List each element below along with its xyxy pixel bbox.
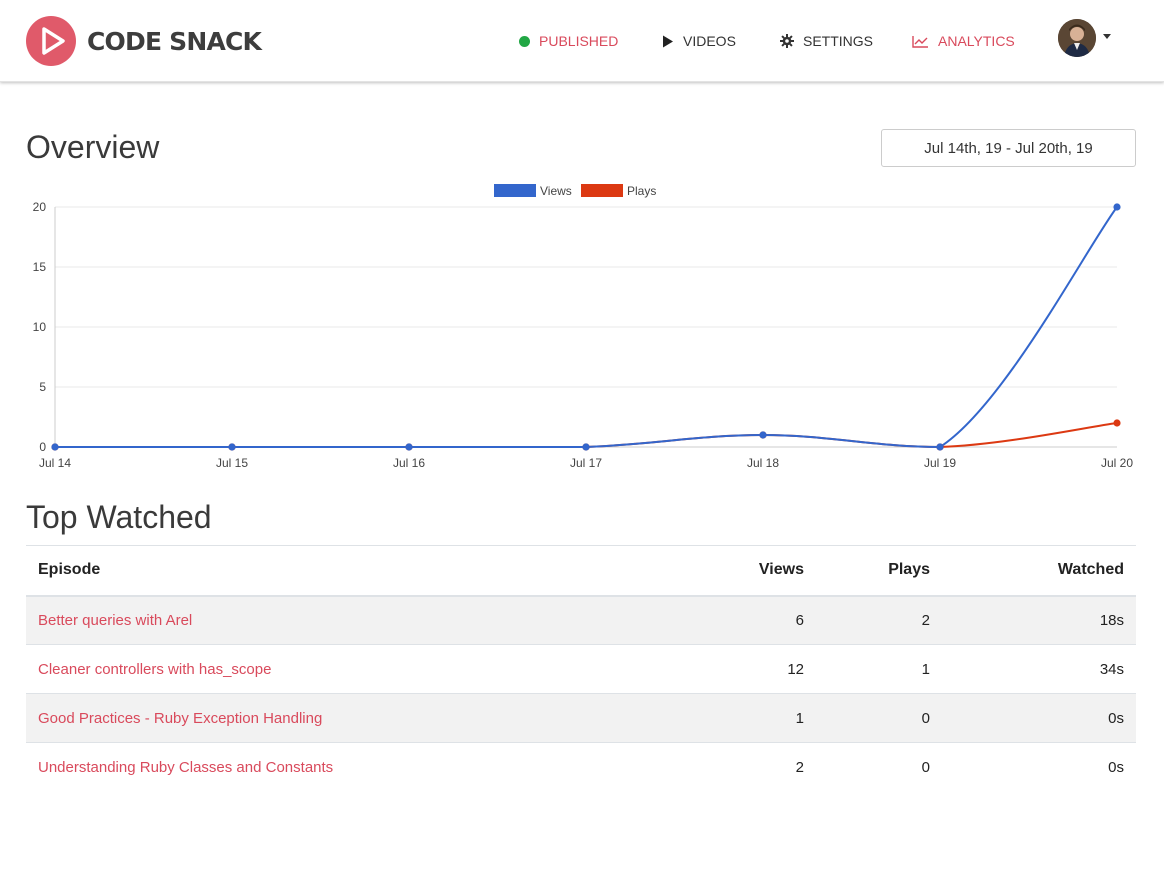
nav-analytics-label: ANALYTICS (938, 33, 1015, 49)
x-tick-label: Jul 18 (747, 456, 779, 470)
cell-watched: 34s (942, 644, 1136, 694)
episode-link[interactable]: Cleaner controllers with has_scope (38, 660, 272, 678)
col-episode[interactable]: Episode (26, 545, 696, 597)
cell-watched: 0s (942, 693, 1136, 743)
x-tick-label: Jul 16 (393, 456, 425, 470)
y-tick-label: 20 (33, 200, 47, 214)
nav-settings[interactable]: SETTINGS (780, 32, 873, 50)
legend-label: Views (540, 184, 572, 198)
cell-views: 12 (696, 644, 816, 694)
y-tick-label: 5 (39, 380, 46, 394)
col-views[interactable]: Views (696, 545, 816, 597)
series-line-plays (55, 422, 1118, 449)
cell-episode: Good Practices - Ruby Exception Handling (26, 693, 696, 743)
nav-settings-label: SETTINGS (803, 33, 874, 49)
episode-link[interactable]: Understanding Ruby Classes and Constants (38, 758, 334, 776)
nav-analytics[interactable]: ANALYTICS (912, 32, 1015, 50)
x-tick-label: Jul 15 (216, 456, 248, 470)
y-tick-label: 10 (33, 320, 47, 334)
cell-episode: Understanding Ruby Classes and Constants (26, 742, 696, 792)
point-views-2 (405, 443, 413, 451)
status-dot-icon (519, 35, 530, 47)
nav-videos[interactable]: VIDEOS (662, 32, 736, 50)
point-views-1 (228, 443, 236, 451)
play-icon (662, 35, 674, 48)
line-chart-icon (912, 35, 929, 48)
cell-plays: 1 (816, 644, 942, 694)
point-views-4 (759, 431, 767, 439)
point-views-3 (582, 443, 590, 451)
x-tick-label: Jul 19 (924, 456, 956, 470)
brand[interactable]: CODE SNACK (26, 16, 262, 66)
y-tick-label: 0 (39, 440, 46, 454)
y-tick-label: 15 (33, 260, 47, 274)
date-range-label: Jul 14th, 19 - Jul 20th, 19 (924, 139, 1093, 157)
episode-link[interactable]: Better queries with Arel (38, 611, 193, 629)
point-views-5 (936, 443, 944, 451)
top-watched-table: Episode Views Plays Watched Better queri… (26, 545, 1136, 792)
gear-icon (780, 34, 794, 48)
nav-videos-label: VIDEOS (683, 33, 736, 49)
cell-views: 6 (696, 595, 816, 645)
cell-views: 2 (696, 742, 816, 792)
overview-title: Overview (26, 129, 160, 165)
cell-watched: 0s (942, 742, 1136, 792)
table-header-row: Episode Views Plays Watched (26, 545, 1136, 597)
x-tick-label: Jul 17 (570, 456, 602, 470)
table-row: Good Practices - Ruby Exception Handling… (26, 693, 1136, 743)
cell-episode: Better queries with Arel (26, 595, 696, 645)
cell-plays: 0 (816, 742, 942, 792)
x-tick-label: Jul 14 (39, 456, 71, 470)
episode-link[interactable]: Good Practices - Ruby Exception Handling (38, 709, 323, 727)
cell-episode: Cleaner controllers with has_scope (26, 644, 696, 694)
cell-views: 1 (696, 693, 816, 743)
point-views-6 (1113, 203, 1121, 211)
overview-chart: Views Plays 0 5 10 15 20 Jul 14 Jul 15 Jul 16 Jul… (33, 184, 1133, 470)
cell-plays: 2 (816, 595, 942, 645)
table-row: Cleaner controllers with has_scope 12 1 34s (26, 644, 1136, 694)
navbar: CODE SNACK PUBLISHED VIDEOS (0, 0, 1164, 82)
table-row: Better queries with Arel 6 2 18s (26, 595, 1136, 645)
user-menu-caret-icon[interactable] (1103, 34, 1111, 39)
col-watched[interactable]: Watched (942, 545, 1136, 597)
x-tick-label: Jul 20 (1101, 456, 1133, 470)
col-plays[interactable]: Plays (816, 545, 942, 597)
brand-name: CODE SNACK (87, 26, 262, 56)
play-logo-icon (26, 16, 76, 66)
legend-label: Plays (627, 184, 656, 198)
table-row: Understanding Ruby Classes and Constants… (26, 742, 1136, 792)
legend-swatch (494, 184, 536, 197)
nav-published[interactable]: PUBLISHED (519, 32, 618, 50)
legend-swatch (581, 184, 623, 197)
point-views-0 (51, 443, 59, 451)
point-plays-6 (1113, 419, 1121, 427)
cell-plays: 0 (816, 693, 942, 743)
nav-published-label: PUBLISHED (539, 33, 619, 49)
top-watched-title: Top Watched (26, 499, 212, 535)
cell-watched: 18s (942, 595, 1136, 645)
date-range-picker[interactable]: Jul 14th, 19 - Jul 20th, 19 (881, 129, 1136, 167)
avatar[interactable] (1058, 19, 1096, 57)
